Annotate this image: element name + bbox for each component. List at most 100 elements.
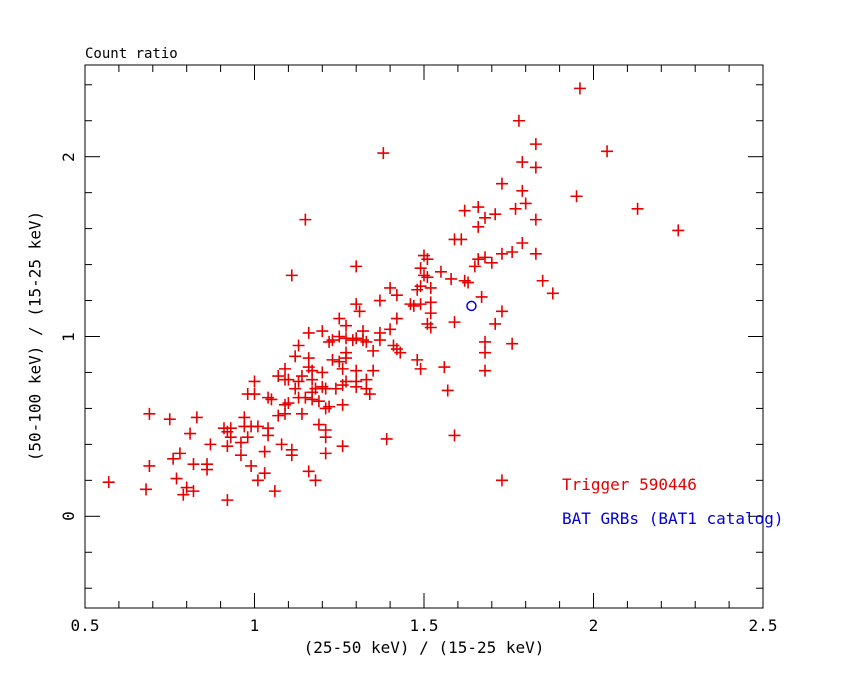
scatter-point-plus <box>529 138 542 151</box>
scatter-point-plus <box>418 269 430 282</box>
scatter-point-plus <box>462 276 475 289</box>
scatter-point-plus <box>299 213 312 226</box>
scatter-point-plus <box>268 485 281 498</box>
scatter-point-plus <box>512 114 525 127</box>
x-tick-label: 1.5 <box>409 616 439 635</box>
scatter-point-plus <box>377 147 390 160</box>
scatter-point-plus <box>319 447 332 460</box>
scatter-point-plus <box>516 184 529 197</box>
scatter-point-plus <box>495 305 508 318</box>
scatter-point-plus <box>479 251 492 264</box>
scatter-point-plus <box>373 294 386 307</box>
scatter-point-plus <box>479 346 492 359</box>
scatter-point-plus <box>472 201 485 214</box>
scatter-point-plus <box>367 364 380 377</box>
scatter-point-plus <box>350 332 363 345</box>
scatter-point-plus <box>323 400 336 413</box>
scatter-point-plus <box>251 474 264 487</box>
y-tick-label: 0 <box>59 511 78 522</box>
scatter-point-plus <box>506 245 519 258</box>
scatter-point-plus <box>143 407 156 420</box>
scatter-point-plus <box>485 256 498 269</box>
scatter-point-plus <box>173 447 186 460</box>
scatter-point-plus <box>336 379 349 392</box>
scatter-point-plus <box>333 312 346 325</box>
scatter-point-plus <box>275 438 288 451</box>
legend-bat-grbs-label: BAT GRBs (BAT1 catalog) <box>562 509 784 528</box>
scatter-point-plus <box>445 272 458 285</box>
scatter-point-plus <box>441 384 454 397</box>
scatter-point-plus <box>292 375 305 388</box>
chart-title: Count ratio <box>85 46 178 62</box>
scatter-point-plus <box>529 247 542 260</box>
scatter-point-plus <box>631 202 644 215</box>
scatter-point-plus <box>458 204 471 217</box>
scatter-point-plus <box>187 458 200 471</box>
scatter-point-plus <box>177 488 190 501</box>
scatter-point-plus <box>414 280 427 293</box>
scatter-point-plus <box>384 323 397 336</box>
x-axis-label: (25-50 keV) / (15-25 keV) <box>303 638 545 657</box>
scatter-point-plus <box>509 202 522 215</box>
scatter-point-circle <box>466 300 477 312</box>
scatter-point-plus <box>204 438 217 451</box>
scatter-point-plus <box>187 485 200 498</box>
scatter-point-plus <box>458 274 471 287</box>
scatter-point-plus <box>167 452 180 465</box>
scatter-point-plus <box>316 380 329 393</box>
scatter-point-plus <box>184 427 197 440</box>
scatter-point-plus <box>262 429 275 442</box>
scatter-point-plus <box>282 397 295 410</box>
scatter-point-plus <box>316 325 329 338</box>
scatter-point-plus <box>529 161 542 174</box>
scatter-point-plus <box>312 395 325 408</box>
scatter-point-plus <box>573 82 586 95</box>
scatter-point-plus <box>285 443 298 456</box>
scatter-point-plus <box>390 289 403 302</box>
scatter-point-plus <box>241 431 254 444</box>
scatter-point-plus <box>323 335 336 348</box>
scatter-point-plus <box>350 364 363 377</box>
scatter-point-plus <box>489 208 502 221</box>
scatter-point-plus <box>424 321 437 334</box>
scatter-point-plus <box>353 305 366 318</box>
scatter-point-plus <box>536 274 549 287</box>
scatter-point-plus <box>424 296 437 309</box>
scatter-point-plus <box>180 481 193 494</box>
legend-trigger-label: Trigger 590446 <box>562 475 697 494</box>
scatter-point-plus <box>292 339 305 352</box>
scatter-point-plus <box>265 393 278 406</box>
scatter-point-plus <box>434 265 447 278</box>
scatter-point-plus <box>258 445 271 458</box>
scatter-point-plus <box>414 298 427 311</box>
scatter-point-plus <box>295 407 308 420</box>
scatter-point-plus <box>333 330 346 343</box>
scatter-point-plus <box>390 312 403 325</box>
scatter-point-plus <box>546 287 559 300</box>
scatter-point-plus <box>516 237 529 250</box>
scatter-point-plus <box>282 373 295 386</box>
scatter-point-plus <box>234 436 247 449</box>
scatter-point-plus <box>411 353 424 366</box>
scatter-point-plus <box>234 449 247 462</box>
scatter-point-plus <box>336 362 349 375</box>
scatter-point-plus <box>279 362 292 375</box>
scatter-point-plus <box>299 391 312 404</box>
scatter-point-plus <box>367 344 380 357</box>
scatter-point-plus <box>373 334 386 347</box>
scatter-point-plus <box>279 407 292 420</box>
scatter-point-plus <box>102 476 115 489</box>
scatter-point-plus <box>356 334 369 347</box>
scatter-point-plus <box>258 467 271 480</box>
scatter-point-plus <box>414 262 427 275</box>
scatter-point-plus <box>224 431 237 444</box>
scatter-point-plus <box>336 440 349 453</box>
y-tick-label: 2 <box>59 151 78 162</box>
scatter-point-plus <box>506 337 519 350</box>
scatter-point-plus <box>363 388 376 401</box>
scatter-point-plus <box>309 382 322 395</box>
scatter-point-plus <box>495 247 508 260</box>
scatter-point-plus <box>455 233 468 246</box>
